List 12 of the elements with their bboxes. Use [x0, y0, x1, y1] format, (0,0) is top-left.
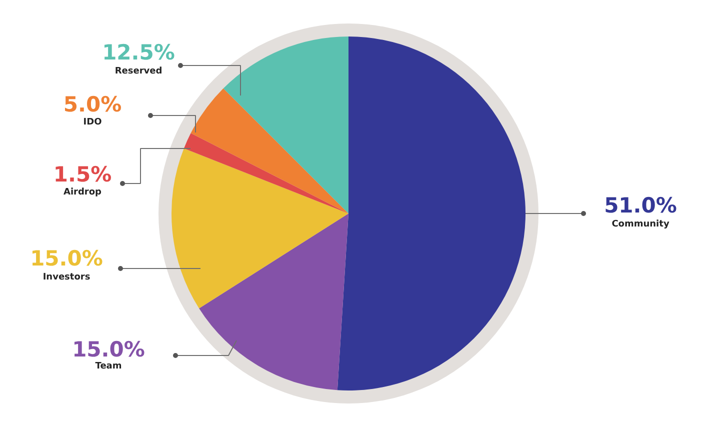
- data-label: 51.0%: [604, 194, 677, 218]
- data-label: 5.0%: [63, 92, 122, 116]
- data-label: 15.0%: [30, 246, 103, 270]
- slice-label: Investors: [42, 272, 90, 282]
- slice-label: Airdrop: [64, 188, 102, 198]
- slice-label: Team: [95, 362, 122, 372]
- slice-label: IDO: [83, 118, 102, 128]
- data-label: 12.5%: [102, 40, 175, 64]
- slice-label: Reserved: [114, 66, 162, 76]
- data-label: 1.5%: [53, 162, 112, 186]
- data-label: 15.0%: [72, 338, 145, 362]
- slice-label: Community: [612, 220, 670, 230]
